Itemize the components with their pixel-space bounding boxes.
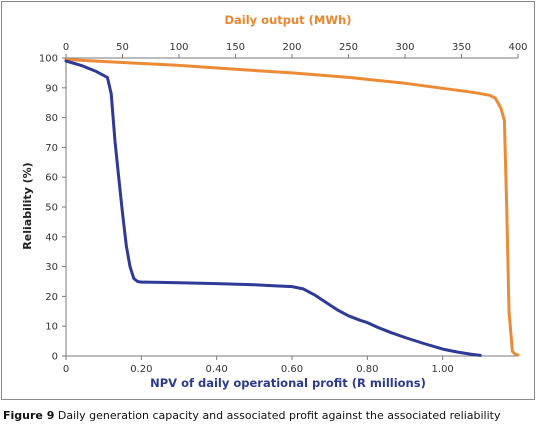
bottom-tick-label: 0.60 xyxy=(281,364,303,375)
bottom-tick-label: 0.20 xyxy=(130,364,152,375)
top-tick-label: 50 xyxy=(116,42,129,53)
y-tick-label: 50 xyxy=(45,203,58,214)
top-tick-label: 400 xyxy=(508,42,527,53)
figure-caption-text: Daily generation capacity and associated… xyxy=(54,409,501,422)
npv-profit-series-line xyxy=(64,59,482,357)
bottom-axis-title: NPV of daily operational profit (R milli… xyxy=(150,376,426,390)
y-tick-label: 30 xyxy=(45,262,58,273)
y-tick-label: 10 xyxy=(45,322,58,333)
top-tick-label: 300 xyxy=(395,42,414,53)
top-tick-label: 350 xyxy=(452,42,471,53)
bottom-tick-label: 0.80 xyxy=(356,364,378,375)
top-tick-label: 0 xyxy=(63,42,69,53)
top-tick-label: 250 xyxy=(339,42,358,53)
y-tick-label: 100 xyxy=(39,54,58,65)
y-tick-label: 0 xyxy=(52,352,58,363)
chart-frame: 0 10 20 30 40 50 60 70 80 90 100 0 0.20 0.40 0.60 0.80 1… xyxy=(1,1,535,400)
top-tick-label: 150 xyxy=(226,42,245,53)
top-tick-label: 100 xyxy=(169,42,188,53)
y-tick-label: 80 xyxy=(45,113,58,124)
daily-output-series-line xyxy=(64,58,520,357)
y-tick-label: 60 xyxy=(45,173,58,184)
reliability-chart: 0 10 20 30 40 50 60 70 80 90 100 0 0.20 0.40 0.60 0.80 1… xyxy=(21,13,528,390)
top-axis-title: Daily output (MWh) xyxy=(224,13,351,27)
figure-caption: Figure 9 Daily generation capacity and a… xyxy=(3,409,535,422)
figure-label: Figure 9 xyxy=(3,409,55,422)
y-tick-label: 20 xyxy=(45,292,58,303)
y-tick-label: 90 xyxy=(45,83,58,94)
y-tick-label: 70 xyxy=(45,143,58,154)
bottom-tick-label: 1.00 xyxy=(432,364,454,375)
y-tick-label: 40 xyxy=(45,232,58,243)
top-tick-label: 200 xyxy=(282,42,301,53)
bottom-tick-label: 0 xyxy=(63,364,69,375)
bottom-tick-label: 0.40 xyxy=(206,364,228,375)
y-axis-title: Reliability (%) xyxy=(21,162,34,249)
